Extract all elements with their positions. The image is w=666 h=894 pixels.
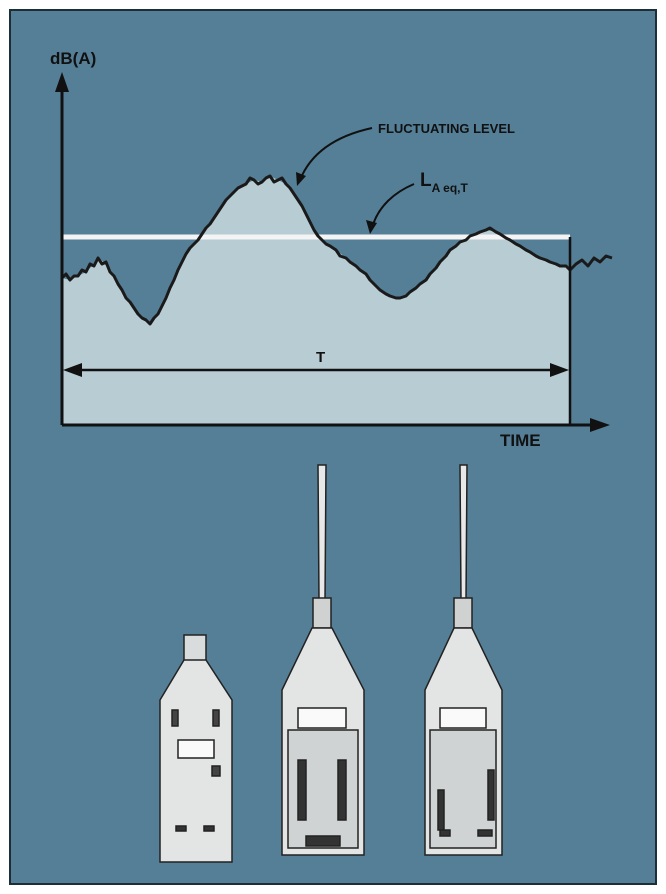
leq-label-subscript: A eq,T	[432, 181, 469, 195]
x-axis-label: TIME	[500, 431, 541, 450]
illustration: dB(A) TIME T FLUCTUATING LEVEL LA eq,T	[0, 0, 666, 894]
period-label: T	[316, 349, 325, 366]
y-axis-label: dB(A)	[50, 49, 96, 68]
leq-label-main: L	[420, 170, 432, 191]
curve-label: FLUCTUATING LEVEL	[378, 121, 515, 136]
